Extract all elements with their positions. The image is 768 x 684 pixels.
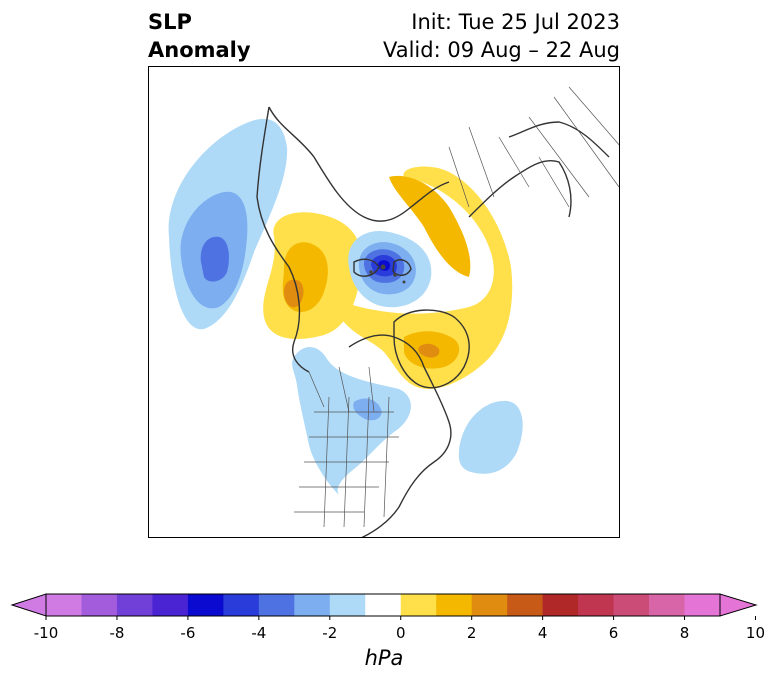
colorbar-segment — [542, 594, 579, 616]
colorbar-segment — [684, 594, 721, 616]
colorbar-tick-label: 4 — [537, 624, 548, 642]
colorbar-segment — [81, 594, 118, 616]
colorbar-segment — [223, 594, 260, 616]
anomaly-map — [148, 66, 620, 538]
title-variable-line1: SLP — [148, 10, 192, 34]
colorbar-segment — [365, 594, 402, 616]
colorbar-tick-label: -6 — [180, 624, 196, 642]
arctic-low-anomaly — [348, 231, 432, 308]
title-variable-line2: Anomaly — [148, 38, 251, 62]
colorbar-segment — [507, 594, 544, 616]
colorbar-segment — [46, 594, 82, 616]
colorbar-segment — [294, 594, 331, 616]
colorbar-segment — [613, 594, 650, 616]
colorbar-tick-label: 0 — [395, 624, 406, 642]
colorbar-unit-label: hPa — [364, 646, 404, 670]
colorbar-extend-low — [10, 593, 47, 617]
colorbar-segment — [329, 594, 366, 616]
colorbar-extend-high — [719, 593, 758, 617]
colorbar-segment — [258, 594, 295, 616]
north-america-low-anomaly — [292, 347, 411, 495]
colorbar-segment — [578, 594, 615, 616]
colorbar-segment — [152, 594, 189, 616]
colorbar-tick-label: -2 — [322, 624, 338, 642]
colorbar-tick-label: -8 — [109, 624, 125, 642]
map-title: SLP Anomaly — [148, 8, 251, 64]
init-date: Init: Tue 25 Jul 2023 — [411, 10, 620, 34]
atlantic-low-anomaly — [458, 400, 523, 474]
colorbar-segment — [116, 594, 153, 616]
pacific-low-anomaly — [168, 118, 288, 330]
colorbar-segment — [400, 594, 437, 616]
colorbar-tick-label: -10 — [33, 624, 59, 642]
forecast-dates: Init: Tue 25 Jul 2023 Valid: 09 Aug – 22… — [383, 8, 620, 64]
colorbar-segment — [649, 594, 686, 616]
colorbar-tick-label: 6 — [608, 624, 619, 642]
colorbar-tick-label: 8 — [679, 624, 690, 642]
colorbar-tick-label: -4 — [251, 624, 267, 642]
anomaly-map-svg — [168, 86, 619, 537]
political-borders — [294, 86, 619, 528]
valid-period: Valid: 09 Aug – 22 Aug — [382, 38, 620, 62]
colorbar-outline — [45, 593, 721, 617]
colorbar-segment — [187, 594, 224, 616]
colorbar-tick-label: 2 — [466, 624, 477, 642]
colorbar-segment — [471, 594, 508, 616]
colorbar-segment — [436, 594, 473, 616]
colorbar-tick-label: 10 — [745, 624, 766, 642]
arctic-islands — [369, 264, 406, 284]
colorbar — [10, 593, 758, 620]
coastlines — [256, 106, 610, 537]
